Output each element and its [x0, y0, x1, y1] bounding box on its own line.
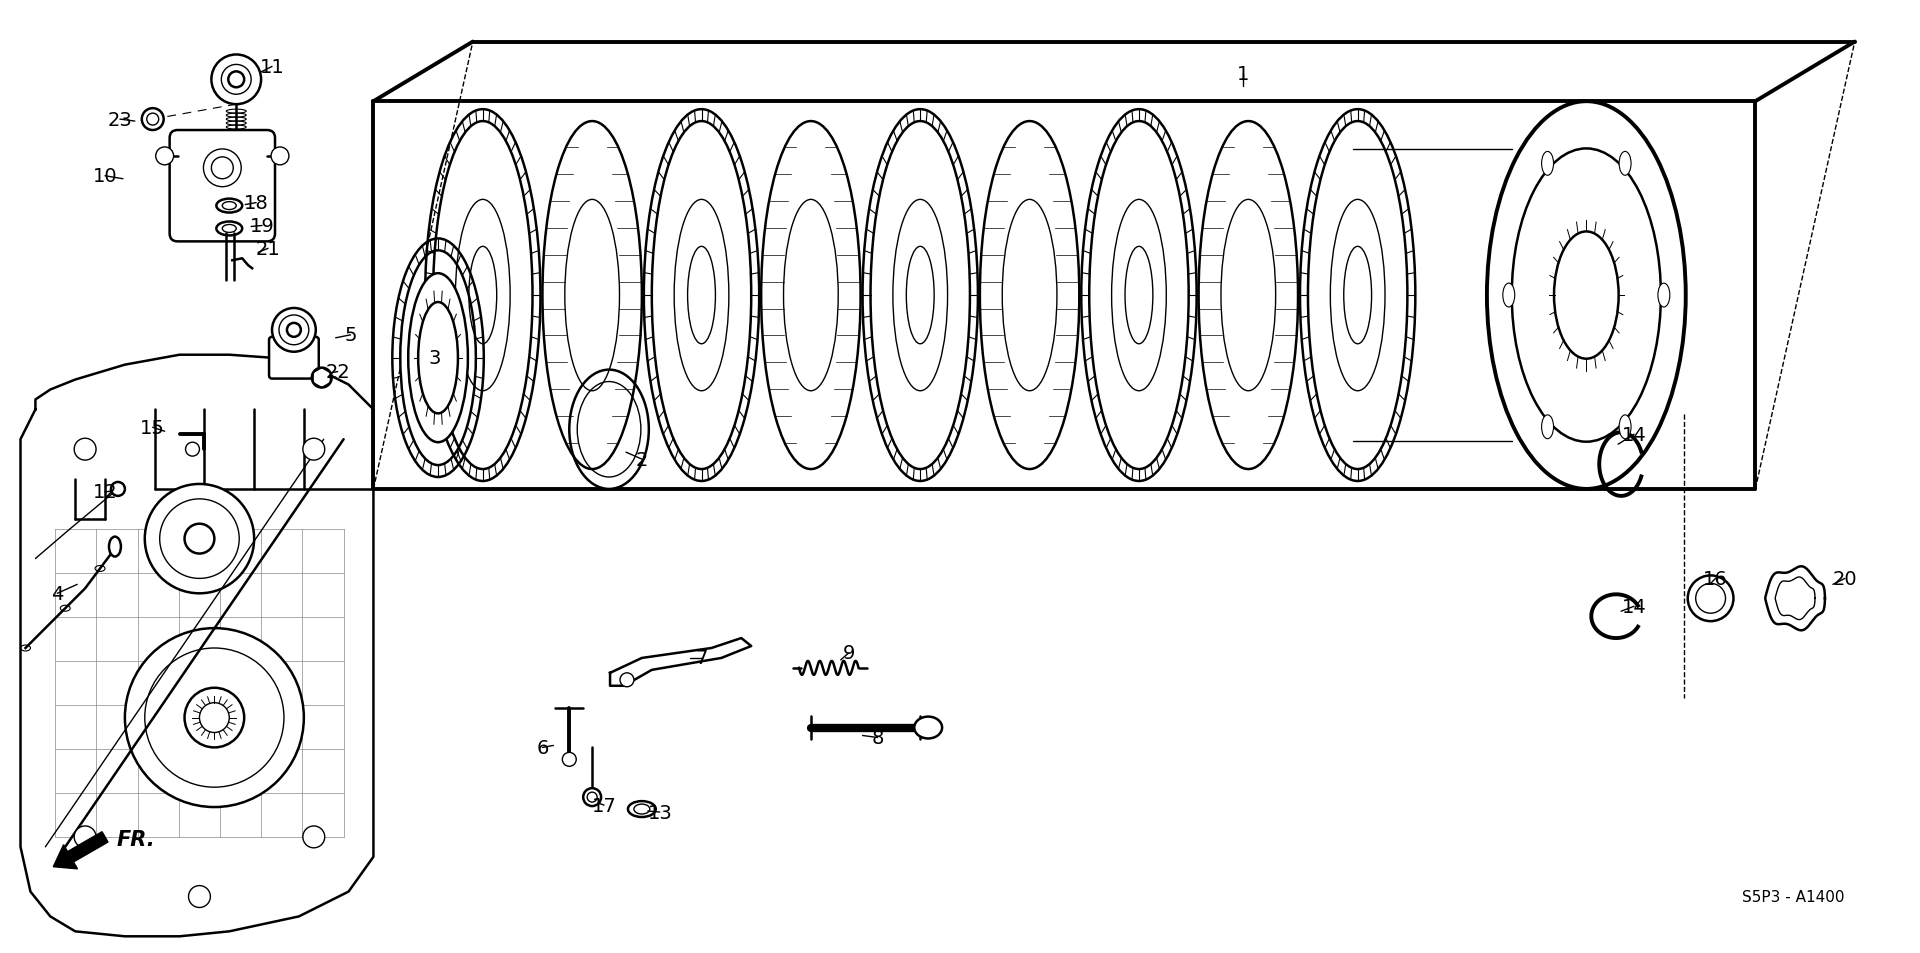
- Ellipse shape: [1542, 416, 1553, 439]
- Ellipse shape: [188, 885, 211, 907]
- Ellipse shape: [144, 484, 253, 594]
- Ellipse shape: [223, 225, 236, 233]
- Ellipse shape: [184, 524, 215, 554]
- Polygon shape: [611, 639, 751, 686]
- Ellipse shape: [1486, 102, 1686, 490]
- Ellipse shape: [200, 703, 228, 733]
- Ellipse shape: [620, 673, 634, 687]
- Ellipse shape: [109, 537, 121, 557]
- Ellipse shape: [628, 801, 657, 817]
- Text: 23: 23: [108, 111, 132, 130]
- Text: 1: 1: [1236, 65, 1250, 84]
- Ellipse shape: [399, 251, 476, 466]
- Ellipse shape: [434, 122, 532, 470]
- Ellipse shape: [651, 122, 751, 470]
- Text: 14: 14: [1622, 598, 1647, 616]
- Text: 10: 10: [92, 167, 117, 186]
- Ellipse shape: [211, 55, 261, 105]
- Text: 20: 20: [1832, 569, 1857, 588]
- Ellipse shape: [228, 72, 244, 89]
- Ellipse shape: [1503, 284, 1515, 308]
- Text: 12: 12: [92, 483, 117, 502]
- Ellipse shape: [979, 122, 1079, 470]
- FancyBboxPatch shape: [169, 131, 275, 242]
- Text: 13: 13: [647, 802, 672, 821]
- Text: 9: 9: [843, 644, 854, 662]
- Ellipse shape: [1695, 584, 1726, 614]
- Ellipse shape: [144, 648, 284, 787]
- Ellipse shape: [278, 315, 309, 345]
- Ellipse shape: [142, 109, 163, 131]
- Ellipse shape: [1308, 122, 1407, 470]
- Ellipse shape: [588, 792, 597, 802]
- Ellipse shape: [1542, 152, 1553, 176]
- Ellipse shape: [578, 382, 641, 477]
- Ellipse shape: [146, 114, 159, 126]
- Ellipse shape: [543, 122, 641, 470]
- Ellipse shape: [303, 438, 324, 460]
- Ellipse shape: [634, 804, 649, 814]
- Ellipse shape: [1657, 284, 1670, 308]
- Ellipse shape: [286, 324, 301, 337]
- Ellipse shape: [211, 157, 232, 179]
- Polygon shape: [21, 355, 372, 936]
- Ellipse shape: [1619, 152, 1632, 176]
- Ellipse shape: [186, 443, 200, 456]
- Text: 22: 22: [324, 363, 349, 382]
- Text: 4: 4: [52, 584, 63, 603]
- Text: 17: 17: [591, 796, 616, 815]
- Text: 2: 2: [636, 450, 649, 469]
- Ellipse shape: [125, 628, 303, 807]
- Ellipse shape: [223, 202, 236, 211]
- Ellipse shape: [75, 826, 96, 848]
- Text: 15: 15: [140, 418, 165, 437]
- Text: S5P3 - A1400: S5P3 - A1400: [1741, 889, 1845, 904]
- Ellipse shape: [156, 148, 173, 166]
- Ellipse shape: [221, 66, 252, 95]
- Ellipse shape: [75, 438, 96, 460]
- Text: 3: 3: [428, 349, 442, 368]
- Text: 14: 14: [1622, 425, 1647, 444]
- Ellipse shape: [217, 222, 242, 236]
- FancyArrow shape: [54, 832, 108, 869]
- Text: 8: 8: [872, 728, 883, 747]
- Text: 5: 5: [344, 326, 357, 345]
- Ellipse shape: [204, 150, 242, 188]
- FancyBboxPatch shape: [269, 337, 319, 379]
- Ellipse shape: [1511, 150, 1661, 442]
- Ellipse shape: [1619, 416, 1632, 439]
- Ellipse shape: [1553, 233, 1619, 359]
- Ellipse shape: [584, 788, 601, 806]
- Ellipse shape: [409, 274, 468, 443]
- Ellipse shape: [563, 753, 576, 766]
- Ellipse shape: [1089, 122, 1188, 470]
- Ellipse shape: [760, 122, 860, 470]
- Ellipse shape: [111, 482, 125, 497]
- Text: 18: 18: [244, 193, 269, 213]
- Ellipse shape: [271, 148, 288, 166]
- Ellipse shape: [303, 826, 324, 848]
- Text: 6: 6: [536, 739, 549, 757]
- Ellipse shape: [311, 368, 332, 388]
- Ellipse shape: [914, 717, 943, 739]
- Ellipse shape: [159, 499, 240, 578]
- Ellipse shape: [1688, 576, 1734, 621]
- Ellipse shape: [217, 199, 242, 213]
- Text: 16: 16: [1703, 569, 1728, 588]
- Text: FR.: FR.: [117, 829, 156, 849]
- Text: 21: 21: [255, 239, 280, 258]
- Text: 11: 11: [259, 58, 284, 77]
- Ellipse shape: [870, 122, 970, 470]
- Text: 7: 7: [695, 649, 708, 668]
- Ellipse shape: [273, 309, 315, 353]
- Ellipse shape: [1198, 122, 1298, 470]
- Ellipse shape: [419, 303, 459, 414]
- Ellipse shape: [184, 688, 244, 747]
- Text: 19: 19: [250, 216, 275, 235]
- Ellipse shape: [570, 370, 649, 490]
